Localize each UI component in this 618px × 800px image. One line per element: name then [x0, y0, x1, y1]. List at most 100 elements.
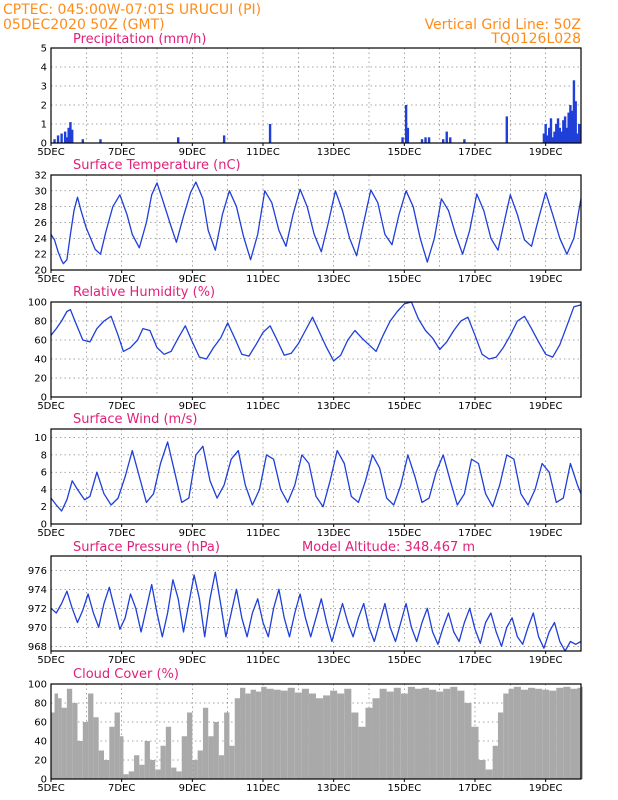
precip-bar [71, 129, 74, 143]
cloud-cover-bar [266, 688, 274, 779]
y-tick-label: 4 [41, 485, 47, 496]
y-tick-label: 60 [34, 336, 47, 347]
precip-bar [268, 124, 272, 143]
y-tick-label: 26 [34, 218, 47, 229]
y-tick-label: 974 [28, 585, 47, 596]
cloud-cover-bar [181, 736, 188, 779]
cloud-cover-bar [443, 688, 451, 779]
precip-bar [570, 110, 574, 143]
y-tick-label: 970 [28, 623, 47, 634]
y-tick-label: 20 [34, 266, 47, 277]
x-tick-label: 15DEC [387, 274, 421, 285]
y-tick-label: 60 [34, 718, 47, 729]
x-tick-label: 7DEC [108, 783, 135, 794]
cloud-cover-bar [165, 726, 172, 779]
cloud-cover-bar [464, 703, 472, 779]
x-tick-label: 19DEC [529, 274, 563, 285]
y-tick-label: 0 [41, 775, 47, 786]
y-tick-label: 5 [41, 44, 47, 55]
cloud-cover-bar [229, 745, 235, 779]
cloud-cover-bar [570, 688, 578, 779]
precip-bar [565, 127, 569, 143]
x-tick-label: 5DEC [37, 274, 64, 285]
precip-bar [549, 118, 553, 143]
cloud-cover-bar [422, 687, 430, 779]
cloud-cover-bar [104, 760, 110, 779]
cloud-cover-bar [176, 771, 182, 779]
y-tick-label: 100 [28, 298, 47, 309]
cloud-cover-bar [255, 691, 262, 779]
y-tick-label: 28 [34, 202, 47, 213]
cloud-cover-bar [492, 745, 498, 779]
precip-bar [81, 139, 84, 143]
cloud-cover-bar [98, 750, 104, 779]
temp-series-line [50, 181, 582, 265]
y-tick-label: 0 [41, 520, 47, 531]
precip-bar [551, 137, 554, 143]
x-tick-label: 17DEC [458, 401, 492, 412]
cloud-cover-bar [393, 687, 401, 779]
x-tick-label: 7DEC [108, 147, 135, 158]
cloud-cover-bar [508, 688, 514, 779]
precip-bar [67, 127, 70, 143]
precip-bar [555, 124, 558, 143]
precip-bar [99, 139, 102, 143]
temp-frame [50, 174, 582, 271]
cloud-cover-bar [535, 688, 543, 779]
wind-frame [50, 428, 582, 525]
cloud-cover-bar [287, 687, 295, 779]
cloud-cover-bar [337, 693, 345, 779]
y-tick-label: 80 [34, 317, 47, 328]
x-tick-label: 19DEC [529, 147, 563, 158]
cloud-cover-bar [513, 686, 521, 779]
cloud-cover-bar [144, 741, 150, 779]
precip-bar [442, 139, 445, 143]
y-tick-label: 30 [34, 186, 47, 197]
cloud-frame [50, 683, 582, 780]
precip-bar [576, 133, 579, 143]
press-frame [50, 555, 582, 652]
cloud-cover-bar [379, 688, 387, 779]
precip-bar [578, 124, 581, 143]
y-tick-label: 32 [34, 171, 47, 182]
x-tick-label: 11DEC [246, 655, 280, 666]
precipitation-title: Precipitation (mm/h) [73, 32, 206, 47]
cloud-cover-bar [119, 736, 124, 779]
cloud-cover-bar [407, 686, 415, 779]
cloud-cover-bar [358, 726, 366, 779]
x-tick-label: 7DEC [108, 401, 135, 412]
precip-bar [177, 137, 180, 143]
x-tick-label: 15DEC [387, 655, 421, 666]
cloud-cover-bar [294, 692, 302, 779]
precip-bar [572, 80, 576, 143]
x-tick-label: 13DEC [317, 147, 351, 158]
wind-title: Surface Wind (m/s) [73, 412, 197, 427]
precip-bar [574, 101, 577, 143]
precip-bar [449, 137, 452, 143]
cloud-cover-bar [450, 686, 458, 779]
precip-frame [50, 47, 582, 144]
precip-bar [420, 139, 424, 143]
cloud-cover-bar [549, 690, 557, 779]
x-tick-label: 13DEC [317, 401, 351, 412]
cloud-cover-bar [72, 703, 78, 779]
wind-panel: Surface Wind (m/s) 0 2 4 6 8 10 5DEC 7DEC 9DEC 11… [34, 412, 582, 539]
x-tick-label: 5DEC [37, 401, 64, 412]
cloud-cover-bar [577, 687, 581, 779]
pressure-title: Surface Pressure (hPa) [73, 540, 220, 555]
x-tick-label: 15DEC [387, 783, 421, 794]
x-tick-label: 17DEC [458, 783, 492, 794]
y-tick-label: 22 [34, 250, 47, 261]
cloud-cover-title: Cloud Cover (%) [73, 667, 179, 682]
cloud-cover-bar [171, 767, 177, 779]
cloud-cover-bar [436, 691, 444, 779]
cloud-cover-bar [503, 693, 509, 779]
x-tick-label: 9DEC [179, 655, 206, 666]
precip-bar [542, 133, 546, 143]
cloud-cover-bar [197, 750, 203, 779]
cloud-cover-bar [218, 755, 225, 779]
cloud-cover-bar [139, 764, 145, 779]
cloud-cover-bar [58, 698, 62, 779]
x-tick-label: 15DEC [387, 401, 421, 412]
precip-bar [69, 122, 72, 143]
